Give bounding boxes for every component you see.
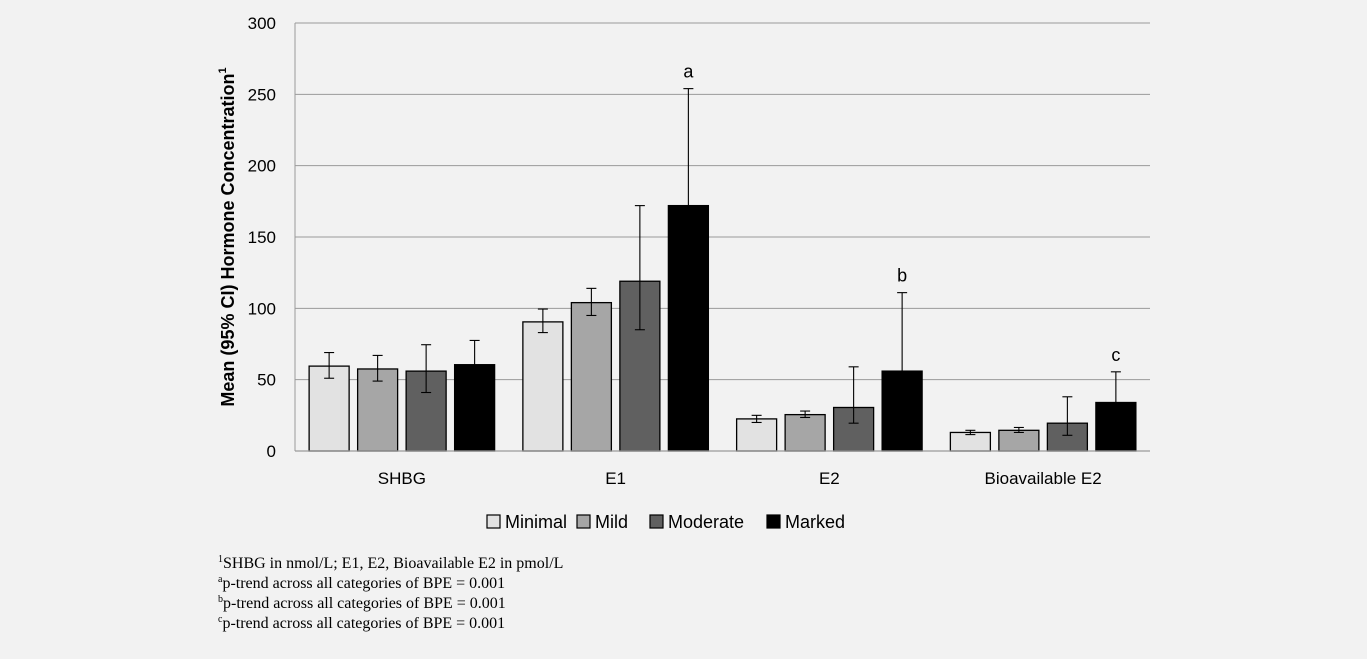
category-labels: SHBG E1 E2 Bioavailable E2 — [378, 469, 1102, 488]
legend-label-moderate: Moderate — [668, 512, 744, 532]
x-category-label-e2: E2 — [819, 469, 840, 488]
error-bar-e2-marked — [897, 292, 908, 399]
bar-bioavailable-e2-mild — [998, 429, 1040, 452]
footnote-a-marker: a — [218, 574, 223, 585]
bar-e1-marked — [667, 204, 710, 452]
annotation-b: b — [897, 266, 907, 286]
error-bar-e1-mild — [586, 287, 597, 317]
footnote-b: bp-trend across all categories of BPE = … — [218, 594, 563, 614]
footnote-b-text: p-trend across all categories of BPE = 0… — [223, 595, 506, 612]
error-bar-e2-mild — [800, 410, 811, 419]
error-bar-e2-minimal — [751, 414, 762, 424]
footnote-a: ap-trend across all categories of BPE = … — [218, 574, 563, 594]
error-bar-shbg-mild — [372, 354, 383, 382]
y-tick-label-100: 100 — [248, 299, 276, 318]
legend-label-minimal: Minimal — [505, 512, 567, 532]
annotation-a: a — [683, 62, 694, 82]
footnote-c: cp-trend across all categories of BPE = … — [218, 614, 563, 634]
bar-bioavailable-e2-moderate — [1046, 422, 1089, 452]
y-tick-label-250: 250 — [248, 85, 276, 104]
error-bar-e1-moderate — [634, 205, 645, 331]
y-tick-label-300: 300 — [248, 14, 276, 33]
y-tick-label-50: 50 — [257, 371, 276, 390]
bar-e2-marked — [881, 370, 923, 452]
legend-label-mild: Mild — [595, 512, 628, 532]
x-category-label-shbg: SHBG — [378, 469, 426, 488]
bar-e1-minimal — [522, 321, 564, 452]
footnote-1-marker: 1 — [218, 554, 223, 565]
y-tick-label-150: 150 — [248, 228, 276, 247]
legend-swatch-minimal — [486, 514, 501, 529]
footnote-a-text: p-trend across all categories of BPE = 0… — [222, 575, 506, 592]
legend-swatch-moderate — [649, 514, 664, 529]
error-bar-bioavailable-e2-moderate — [1062, 396, 1073, 436]
bar-e2-minimal — [735, 418, 778, 452]
bar-bioavailable-e2-minimal — [949, 431, 992, 452]
x-category-label-bioavailable-e2: Bioavailable E2 — [985, 469, 1102, 488]
error-bar-bioavailable-e2-minimal — [965, 429, 976, 436]
legend-swatch-marked — [766, 514, 781, 529]
error-bar-bioavailable-e2-mild — [1013, 426, 1024, 434]
error-bar-shbg-marked — [469, 339, 480, 386]
footnote-c-text: p-trend across all categories of BPE = 0… — [222, 615, 506, 632]
error-bar-shbg-moderate — [421, 344, 432, 394]
legend-item-marked: Marked — [766, 512, 845, 532]
footnote-b-marker: b — [218, 594, 223, 605]
bar-shbg-minimal — [308, 365, 350, 452]
bar-chart: 0 50 100 150 200 250 300 SHBG E1 E2 Bioavailable … — [217, 14, 1150, 532]
y-axis-ticks: 0 50 100 150 200 250 300 — [248, 14, 276, 461]
legend-item-mild: Mild — [576, 512, 628, 532]
bars — [308, 204, 1137, 452]
footnote-1: 1SHBG in nmol/L; E1, E2, Bioavailable E2… — [218, 554, 563, 574]
footnotes: 1SHBG in nmol/L; E1, E2, Bioavailable E2… — [218, 554, 563, 634]
gridlines — [294, 22, 1150, 451]
bar-e1-mild — [570, 301, 613, 452]
footnote-c-marker: c — [218, 614, 223, 625]
bar-e2-mild — [784, 413, 826, 452]
error-bar-e2-moderate — [848, 366, 859, 424]
legend-label-marked: Marked — [785, 512, 845, 532]
error-bar-e1-minimal — [537, 308, 548, 334]
y-axis-title-sup: 1 — [217, 67, 229, 73]
y-axis-title: Mean (95% CI) Hormone Concentration1 — [217, 67, 238, 406]
footnote-1-text: SHBG in nmol/L; E1, E2, Bioavailable E2 … — [223, 555, 564, 572]
y-tick-label-200: 200 — [248, 157, 276, 176]
x-category-label-e1: E1 — [605, 469, 626, 488]
y-tick-label-0: 0 — [267, 442, 276, 461]
annotation-c: c — [1111, 345, 1120, 365]
legend-item-moderate: Moderate — [649, 512, 744, 532]
legend-swatch-mild — [576, 514, 591, 529]
error-bar-shbg-minimal — [324, 352, 335, 379]
legend: Minimal Mild Moderate Marked — [486, 512, 845, 532]
error-bar-bioavailable-e2-marked — [1110, 371, 1121, 422]
error-bar-e1-marked — [683, 88, 694, 245]
y-axis-title-text: Mean (95% CI) Hormone Concentration — [218, 74, 238, 407]
annotations: a b c — [683, 62, 1120, 365]
legend-item-minimal: Minimal — [486, 512, 567, 532]
error-bars — [324, 88, 1121, 436]
